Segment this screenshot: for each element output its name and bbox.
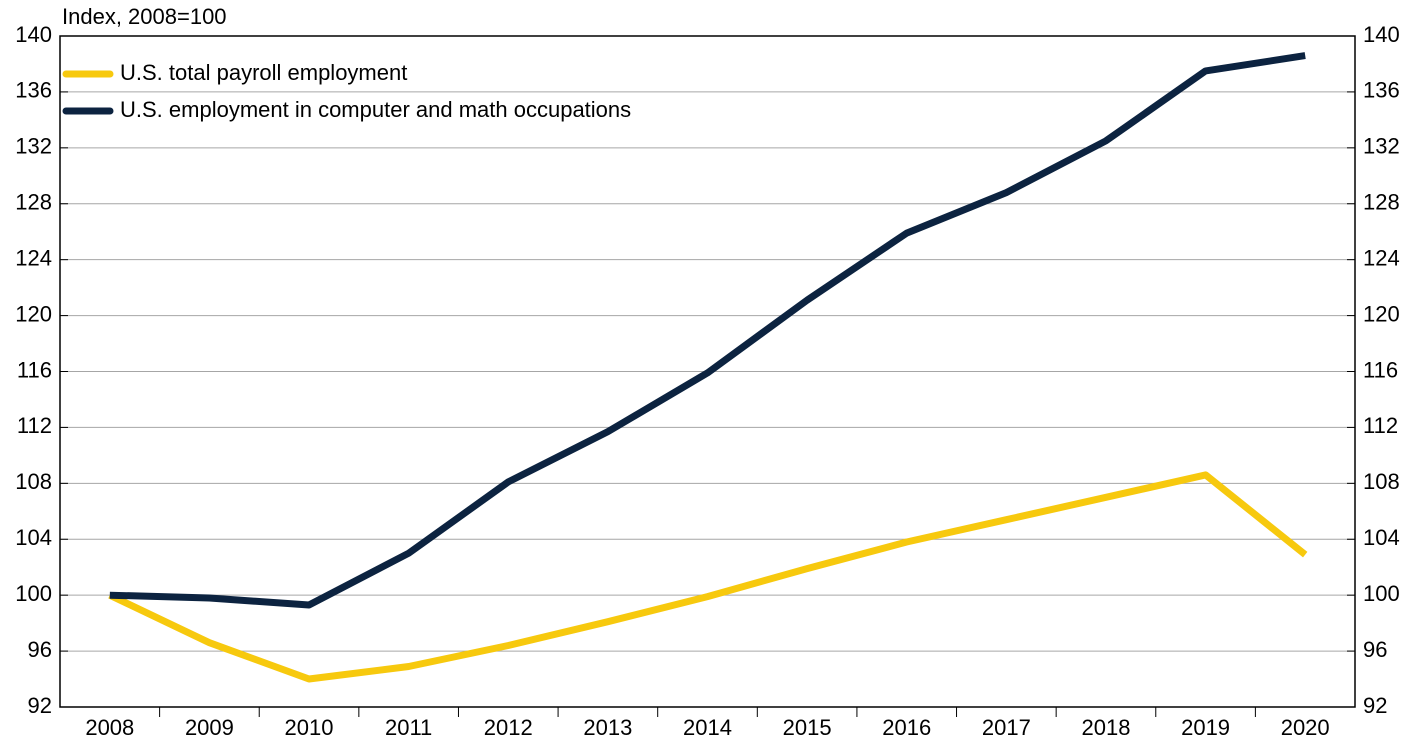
x-tick-label: 2010 (285, 715, 334, 740)
plot-frame (59, 35, 1356, 708)
x-tick-label: 2015 (783, 715, 832, 740)
y2-tick-label: 92 (1363, 693, 1387, 718)
x-tick-label: 2012 (484, 715, 533, 740)
x-tick-label: 2018 (1081, 715, 1130, 740)
y-tick-label: 92 (28, 693, 52, 718)
y-tick-label: 116 (17, 357, 52, 382)
y-tick-label: 140 (15, 22, 52, 47)
y2-tick-label: 120 (1363, 301, 1400, 326)
x-tick-label: 2016 (882, 715, 931, 740)
x-tick-label: 2008 (85, 715, 134, 740)
y-tick-label: 96 (28, 637, 52, 662)
axis-label: Index, 2008=100 (62, 4, 227, 29)
legend-label: U.S. total payroll employment (120, 60, 407, 85)
y-tick-label: 128 (15, 190, 52, 215)
y2-tick-label: 124 (1363, 245, 1400, 270)
y2-tick-label: 136 (1363, 78, 1400, 103)
x-tick-label: 2014 (683, 715, 732, 740)
line-series (108, 471, 1308, 683)
x-tick-label: 2019 (1181, 715, 1230, 740)
y2-tick-label: 100 (1363, 581, 1400, 606)
y-tick-label: 136 (15, 78, 52, 103)
y-tick-label: 104 (15, 525, 52, 550)
x-tick-label: 2013 (583, 715, 632, 740)
y2-tick-label: 108 (1363, 469, 1400, 494)
x-tick-label: 2009 (185, 715, 234, 740)
x-tick-label: 2011 (385, 715, 432, 740)
y-tick-label: 108 (15, 469, 52, 494)
y-tick-label: 124 (15, 245, 52, 270)
x-tick-label: 2020 (1281, 715, 1330, 740)
y2-tick-label: 132 (1363, 134, 1400, 159)
y2-tick-label: 112 (1363, 413, 1398, 438)
x-tick-label: 2017 (982, 715, 1031, 740)
legend-label: U.S. employment in computer and math occ… (120, 97, 631, 122)
line-series (109, 52, 1306, 609)
y-tick-label: 120 (15, 301, 52, 326)
y2-tick-label: 128 (1363, 190, 1400, 215)
y-tick-label: 112 (17, 413, 52, 438)
y2-tick-label: 104 (1363, 525, 1400, 550)
y-tick-label: 100 (15, 581, 52, 606)
y2-tick-label: 116 (1363, 357, 1398, 382)
y2-tick-label: 96 (1363, 637, 1387, 662)
y-tick-label: 132 (15, 134, 52, 159)
y2-tick-label: 140 (1363, 22, 1400, 47)
